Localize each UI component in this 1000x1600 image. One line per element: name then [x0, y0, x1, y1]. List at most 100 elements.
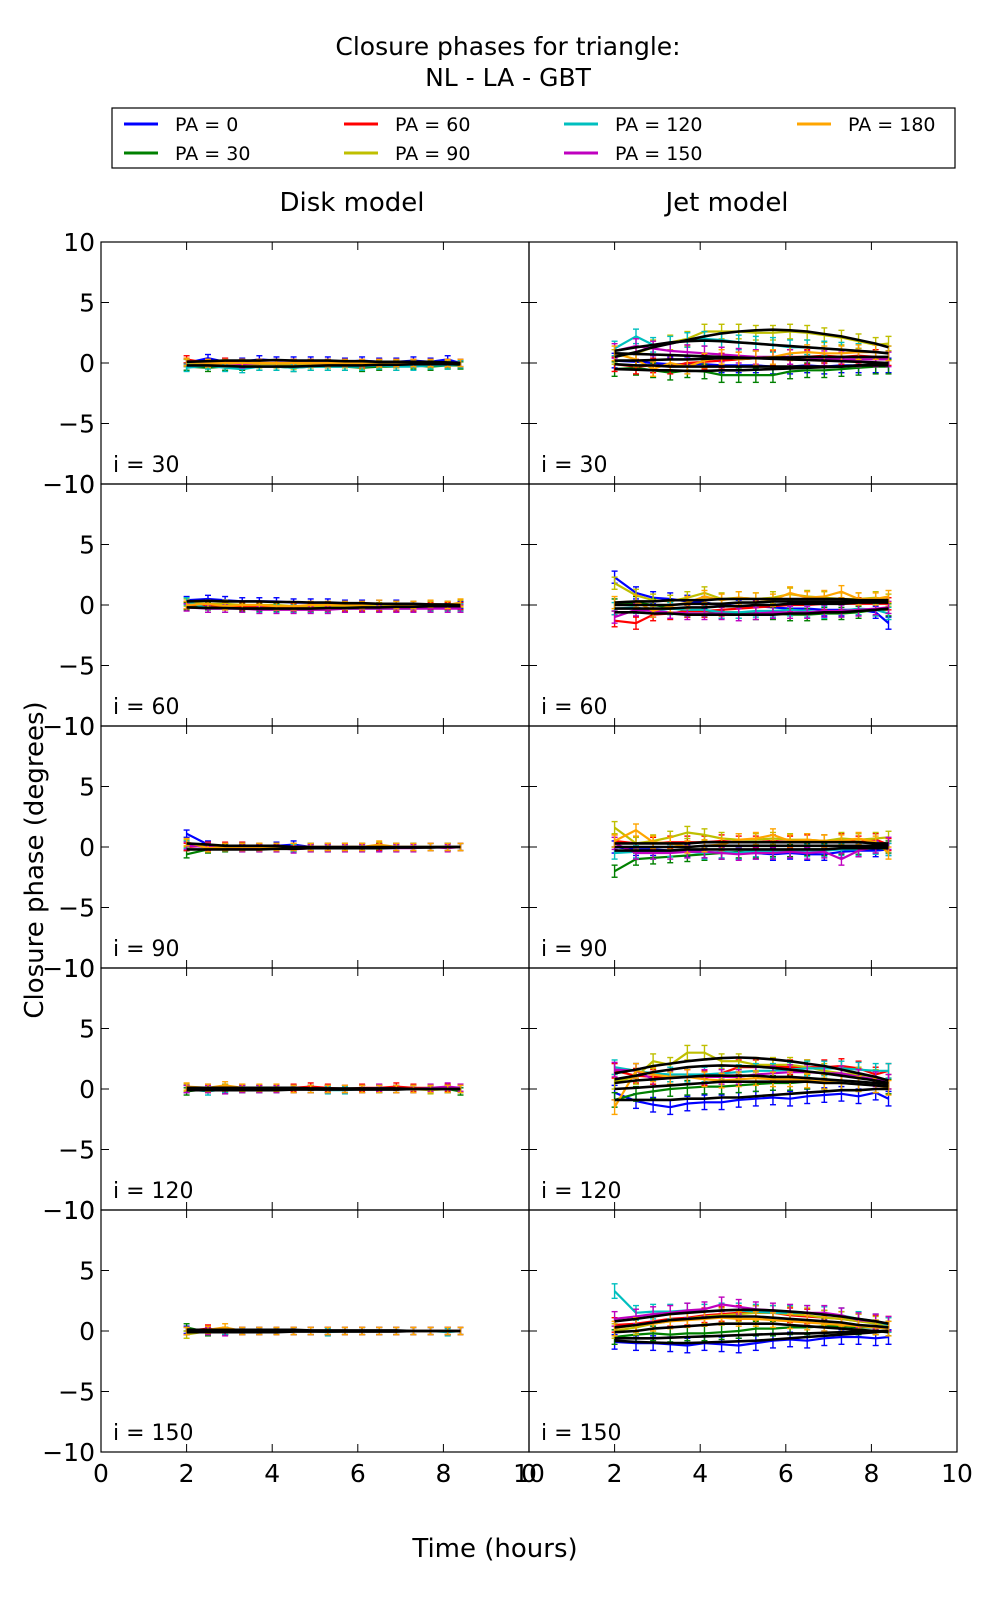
- model-curve: [614, 362, 889, 368]
- y-tick-label: 5: [79, 289, 95, 318]
- y-tick-label: −10: [42, 712, 95, 741]
- y-tick-label: −10: [42, 470, 95, 499]
- model-curve: [614, 1329, 889, 1340]
- y-tick-label: 10: [63, 1196, 95, 1225]
- y-tick-label: −5: [58, 894, 95, 923]
- y-tick-label: 0: [79, 1075, 95, 1104]
- legend-label: PA = 180: [848, 114, 936, 136]
- y-tick-label: 0: [79, 833, 95, 862]
- chart-title-line2: NL - LA - GBT: [425, 63, 592, 92]
- x-tick-label: 4: [692, 1459, 708, 1488]
- y-tick-label: 5: [79, 1257, 95, 1286]
- panel-label: i = 150: [113, 1421, 194, 1446]
- x-tick-label: 4: [264, 1459, 280, 1488]
- legend-label: PA = 30: [175, 143, 250, 165]
- panel-jet-4: 0 2 4 6 8 10 i = 150: [521, 1209, 973, 1488]
- legend-label: PA = 60: [395, 114, 470, 136]
- y-tick-label: −10: [42, 1196, 95, 1225]
- x-tick-label: 2: [179, 1459, 195, 1488]
- legend-label: PA = 90: [395, 143, 470, 165]
- panel-frame: [528, 967, 958, 1211]
- model-curve: [614, 1308, 889, 1325]
- x-tick-label: 8: [863, 1459, 879, 1488]
- panel-label: i = 60: [113, 695, 180, 720]
- panel-disk-0: 10 5 0 −5 −10 i = 30: [42, 228, 530, 499]
- model-curve: [614, 597, 889, 604]
- legend-label: PA = 0: [175, 114, 238, 136]
- y-tick-label: −5: [58, 410, 95, 439]
- model-curve: [186, 599, 461, 607]
- panel-jet-0: i = 30: [528, 241, 958, 485]
- model-curve: [614, 600, 889, 607]
- panel-jet-2: i = 90: [528, 725, 958, 969]
- legend: PA = 0 PA = 30 PA = 60 PA = 90 PA = 120 PA = …: [111, 107, 956, 169]
- y-tick-label: 10: [63, 470, 95, 499]
- column-title-jet: Jet model: [663, 188, 788, 218]
- x-tick-label: 10: [941, 1459, 973, 1488]
- x-tick-label: 6: [350, 1459, 366, 1488]
- panel-label: i = 90: [541, 937, 608, 962]
- y-tick-label: 10: [63, 712, 95, 741]
- model-curve: [186, 604, 461, 610]
- model-curve: [614, 601, 889, 610]
- model-curve: [614, 328, 889, 359]
- y-tick-label: −5: [58, 652, 95, 681]
- y-tick-label: 10: [63, 228, 95, 257]
- model-curve: [614, 1056, 889, 1082]
- model-curve: [614, 1080, 889, 1091]
- x-axis-label: Time (hours): [411, 1534, 577, 1564]
- panel-jet-1: i = 60: [528, 483, 958, 727]
- panel-label: i = 120: [541, 1179, 622, 1204]
- column-title-disk: Disk model: [279, 188, 424, 218]
- x-tick-label: 6: [778, 1459, 794, 1488]
- model-curve: [186, 845, 461, 851]
- x-tick-label: 8: [435, 1459, 451, 1488]
- y-tick-label: −10: [42, 954, 95, 983]
- y-tick-label: 5: [79, 1015, 95, 1044]
- model-curve: [614, 846, 889, 852]
- model-curve: [614, 1315, 889, 1329]
- panel-frame: [528, 241, 958, 485]
- model-curve: [186, 1087, 461, 1092]
- model-curve: [186, 362, 461, 368]
- model-curve: [614, 1329, 889, 1345]
- y-tick-label: −10: [42, 1438, 95, 1467]
- panel-grid: 10 5 0 −5 −10 i = 30 i = 30 10 5 0 −5 −10 i = 60 i = …: [42, 228, 973, 1488]
- y-axis-label: Closure phase (degrees): [20, 701, 50, 1018]
- y-tick-label: −5: [58, 1378, 95, 1407]
- panel-label: i = 120: [113, 1179, 194, 1204]
- y-tick-label: 0: [79, 591, 95, 620]
- panel-label: i = 150: [541, 1421, 622, 1446]
- y-tick-label: −5: [58, 1136, 95, 1165]
- model-curve: [614, 840, 889, 845]
- panel-label: i = 30: [113, 453, 180, 478]
- model-curve: [186, 1329, 461, 1334]
- model-curve: [186, 358, 461, 365]
- legend-label: PA = 120: [615, 114, 703, 136]
- x-tick-label: 10: [513, 1459, 545, 1488]
- model-curve: [614, 1322, 889, 1334]
- model-curve: [614, 339, 889, 355]
- y-tick-label: 5: [79, 773, 95, 802]
- legend-label: PA = 150: [615, 143, 703, 165]
- panel-jet-3: i = 120: [528, 967, 958, 1211]
- model-curve: [614, 844, 889, 849]
- legend-box: [111, 107, 956, 169]
- model-curve: [614, 1087, 889, 1102]
- model-curve: [614, 607, 889, 617]
- model-curve: [614, 1074, 889, 1086]
- panel-label: i = 90: [113, 937, 180, 962]
- panel-disk-1: 10 5 0 −5 −10 i = 60: [42, 470, 530, 741]
- y-tick-label: 0: [79, 1317, 95, 1346]
- y-tick-label: 5: [79, 531, 95, 560]
- model-curve: [614, 355, 889, 362]
- panel-label: i = 30: [541, 453, 608, 478]
- y-tick-label: 10: [63, 954, 95, 983]
- y-tick-label: 0: [79, 349, 95, 378]
- model-curve: [614, 1064, 889, 1085]
- panel-disk-3: 10 5 0 −5 −10 i = 120: [42, 954, 530, 1225]
- x-tick-label: 0: [93, 1459, 109, 1488]
- x-tick-label: 0: [521, 1459, 537, 1488]
